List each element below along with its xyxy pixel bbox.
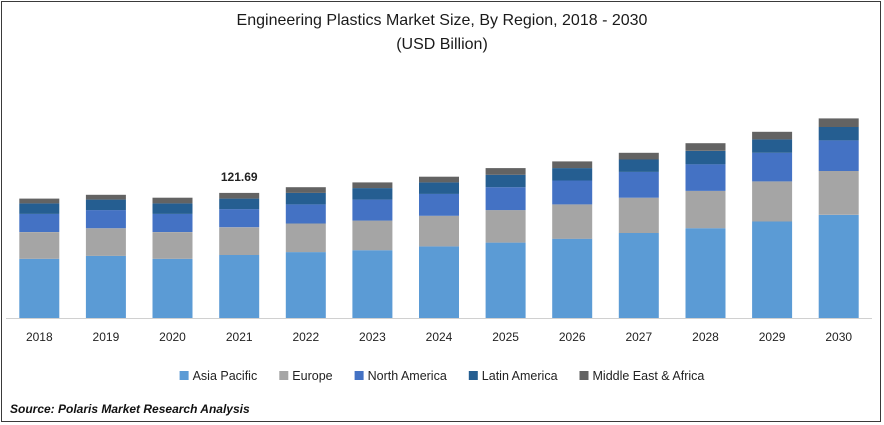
bar-north-america-2020 (152, 213, 193, 232)
bar-north-america-2028 (685, 164, 726, 191)
bar-asia-pacific-2019 (85, 255, 126, 318)
bar-asia-pacific-2023 (352, 250, 393, 318)
bar-asia-pacific-2022 (285, 252, 326, 318)
bar-europe-2022 (285, 223, 326, 253)
bar-middle-east-africa-2026 (552, 161, 593, 169)
bar-asia-pacific-2029 (752, 221, 793, 318)
bar-middle-east-africa-2021 (219, 192, 260, 199)
bar-north-america-2026 (552, 180, 593, 205)
bar-north-america-2025 (485, 187, 526, 211)
x-tick-label-2024: 2024 (426, 330, 453, 344)
x-tick-label-2026: 2026 (559, 330, 586, 344)
bar-latin-america-2020 (152, 203, 193, 214)
bar-asia-pacific-2024 (419, 246, 459, 318)
bar-middle-east-africa-2018 (19, 198, 60, 204)
chart-title: Engineering Plastics Market Size, By Reg… (236, 12, 648, 29)
chart-subtitle: (USD Billion) (396, 36, 488, 53)
bar-asia-pacific-2020 (152, 258, 193, 318)
legend-label-middle-east-africa: Middle East & Africa (593, 369, 705, 383)
bar-europe-2027 (618, 197, 659, 233)
bar-asia-pacific-2018 (19, 258, 60, 318)
legend-swatch-north-america (354, 371, 364, 380)
bar-asia-pacific-2030 (818, 214, 859, 318)
legend-swatch-latin-america (468, 371, 478, 380)
bar-europe-2024 (419, 215, 459, 247)
bar-latin-america-2025 (485, 174, 526, 188)
bar-latin-america-2024 (419, 182, 459, 194)
bar-europe-2030 (818, 170, 859, 215)
bar-middle-east-africa-2024 (419, 176, 459, 183)
bar-europe-2026 (552, 204, 593, 239)
bar-latin-america-2022 (285, 192, 326, 205)
x-tick-label-2019: 2019 (93, 330, 120, 344)
legend-label-europe: Europe (292, 369, 332, 383)
bar-north-america-2021 (219, 209, 260, 228)
bar-europe-2029 (752, 181, 793, 222)
data-label-2021: 121.69 (221, 170, 258, 184)
legend-label-latin-america: Latin America (482, 369, 558, 383)
bar-europe-2019 (85, 228, 126, 256)
bar-asia-pacific-2026 (552, 238, 593, 318)
bar-asia-pacific-2027 (618, 233, 659, 318)
bar-middle-east-africa-2030 (818, 118, 859, 127)
bar-latin-america-2027 (618, 159, 659, 172)
legend-swatch-asia-pacific (179, 371, 189, 380)
x-tick-label-2020: 2020 (159, 330, 186, 344)
x-tick-label-2028: 2028 (692, 330, 719, 344)
legend-swatch-europe (279, 371, 289, 380)
bar-north-america-2023 (352, 199, 393, 221)
bar-middle-east-africa-2028 (685, 143, 726, 151)
bar-latin-america-2030 (818, 127, 859, 141)
bar-europe-2021 (219, 227, 260, 255)
bar-middle-east-africa-2020 (152, 197, 193, 204)
bar-europe-2018 (19, 232, 60, 259)
bar-north-america-2024 (419, 193, 459, 216)
bar-north-america-2019 (85, 210, 126, 229)
bar-latin-america-2023 (352, 188, 393, 200)
bar-latin-america-2026 (552, 168, 593, 181)
bar-middle-east-africa-2027 (618, 152, 659, 160)
bar-north-america-2029 (752, 152, 793, 182)
bar-middle-east-africa-2025 (485, 168, 526, 175)
x-tick-label-2021: 2021 (226, 330, 253, 344)
bar-latin-america-2018 (19, 203, 60, 214)
bar-latin-america-2021 (219, 198, 260, 210)
source-note: Source: Polaris Market Research Analysis (10, 402, 250, 416)
bar-middle-east-africa-2023 (352, 182, 393, 189)
x-tick-label-2022: 2022 (292, 330, 319, 344)
bar-europe-2028 (685, 191, 726, 229)
bar-north-america-2018 (19, 213, 60, 232)
bar-middle-east-africa-2019 (85, 194, 126, 200)
bar-latin-america-2019 (85, 199, 126, 211)
bar-latin-america-2029 (752, 139, 793, 153)
bar-europe-2023 (352, 220, 393, 251)
bar-latin-america-2028 (685, 150, 726, 165)
legend-label-north-america: North America (368, 369, 447, 383)
bar-north-america-2030 (818, 140, 859, 171)
x-tick-label-2030: 2030 (825, 330, 852, 344)
x-tick-label-2018: 2018 (26, 330, 53, 344)
x-tick-label-2023: 2023 (359, 330, 386, 344)
x-tick-label-2029: 2029 (759, 330, 786, 344)
x-tick-label-2025: 2025 (492, 330, 519, 344)
legend-swatch-middle-east-africa (579, 371, 589, 380)
x-tick-label-2027: 2027 (625, 330, 652, 344)
bar-asia-pacific-2025 (485, 242, 526, 318)
legend-label-asia-pacific: Asia Pacific (193, 369, 258, 383)
bar-europe-2020 (152, 232, 193, 259)
bar-middle-east-africa-2022 (285, 187, 326, 193)
bar-asia-pacific-2021 (219, 255, 260, 318)
bar-europe-2025 (485, 210, 526, 243)
bar-north-america-2022 (285, 204, 326, 224)
bar-asia-pacific-2028 (685, 228, 726, 318)
bar-north-america-2027 (618, 171, 659, 198)
bar-middle-east-africa-2029 (752, 131, 793, 140)
